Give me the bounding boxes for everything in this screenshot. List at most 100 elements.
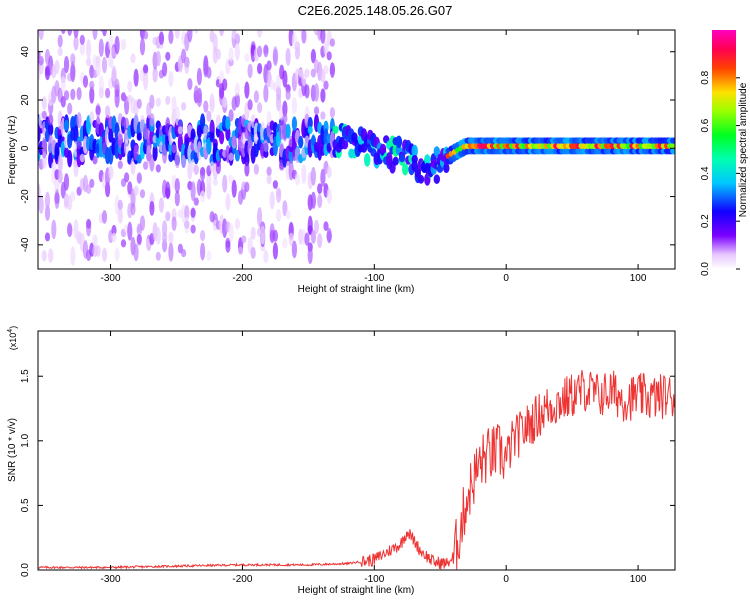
spectrogram-cell (171, 144, 177, 154)
spectrogram-cell (152, 143, 158, 162)
spectrogram-cell (41, 250, 47, 262)
spectrogram-cell (136, 234, 142, 245)
spectrogram-cell (89, 111, 95, 125)
spectrogram-cell (130, 53, 136, 64)
spectrogram-cell (206, 250, 212, 261)
spectrogram-cell (320, 168, 326, 187)
spectrogram-cell (276, 74, 282, 89)
spectrogram-cell (48, 248, 54, 263)
x-tick-label: 100 (630, 273, 647, 284)
spectrogram-cell (174, 106, 180, 126)
spectrogram-cell (120, 239, 127, 248)
colorbar-tick-label: 0.8 (700, 70, 711, 84)
spectrogram-cell (155, 251, 161, 261)
spectrogram-cell (266, 60, 272, 71)
spectrogram-cell (329, 107, 335, 119)
spectrogram-y-label: Frequency (Hz) (7, 116, 18, 185)
spectrogram-cell (63, 90, 70, 101)
spectrogram-cell (263, 139, 269, 153)
x-tick-label: -100 (364, 574, 384, 585)
spectrogram-cell (95, 245, 101, 257)
spectrogram-cell (184, 216, 190, 234)
spectrogram-cell (117, 208, 123, 224)
spectrogram-cell (234, 218, 240, 230)
spectrogram-cell (253, 163, 259, 175)
spectrogram-cell (285, 89, 291, 101)
spectrogram-cell (155, 226, 161, 245)
spectrogram-cell (168, 242, 174, 262)
spectrogram-cell (228, 223, 234, 242)
spectrogram-cell (57, 47, 63, 56)
spectrogram-cell (165, 51, 171, 61)
spectrogram-cell (139, 38, 146, 56)
spectrogram-cell (86, 184, 92, 194)
spectrogram-cell (266, 175, 272, 185)
spectrogram-cell (86, 57, 92, 67)
spectrogram-cell (149, 94, 155, 109)
spectrogram-cell (282, 100, 288, 118)
spectrogram-cell (168, 30, 174, 44)
x-tick-label: -100 (364, 273, 384, 284)
spectrogram-cell (196, 67, 202, 86)
spectrogram-cell (307, 246, 313, 264)
y-tick-label: 40 (20, 46, 31, 58)
spectrogram-cell (73, 30, 79, 39)
snr-y-ticks: 0.0 0.5 1.0 1.5 (20, 369, 675, 577)
spectrogram-cell (155, 50, 161, 67)
spectrogram-cell (95, 60, 101, 77)
spectrogram-cell (60, 96, 66, 108)
spectrogram-cell (165, 95, 171, 105)
spectrogram-cell (92, 155, 98, 165)
spectrogram-cell (158, 197, 164, 213)
spectrogram-cell (190, 207, 196, 218)
spectrogram-cell (228, 47, 234, 62)
x-tick-label: 0 (503, 273, 509, 284)
spectrogram-cell (206, 137, 212, 155)
spectrogram-cell (225, 193, 231, 211)
spectrogram-cell (222, 174, 228, 193)
spectrogram-cell (86, 218, 92, 229)
spectrogram-cell (181, 249, 187, 258)
spectrogram-cell (341, 140, 349, 150)
spectrogram-cell (149, 113, 155, 127)
spectrogram-cell (127, 80, 133, 93)
spectrogram-cell (92, 234, 98, 247)
spectrogram-cell (158, 31, 164, 45)
spectrogram-cell (379, 143, 387, 154)
x-tick-label: -200 (232, 574, 252, 585)
spectrogram-cell (317, 194, 323, 208)
spectrogram-cell (67, 30, 73, 36)
spectrogram-cell (67, 102, 73, 115)
spectrogram-cell (329, 62, 335, 78)
spectrogram-cell (206, 66, 212, 79)
spectrogram-x-ticks: -300 -200 -100 0 100 (101, 30, 647, 284)
spectrogram-cell (130, 202, 136, 216)
spectrogram-cell (234, 82, 240, 97)
spectrogram-cell (92, 30, 98, 40)
spectrogram-cell (44, 204, 51, 221)
spectrogram-cell (392, 156, 399, 166)
spectrogram-cell (105, 181, 111, 198)
spectrogram-cell (101, 210, 108, 224)
spectrogram-cell (238, 246, 244, 255)
spectrogram-cell (317, 233, 323, 249)
colorbar-tick-label: 0.6 (700, 118, 711, 132)
spectrogram-cell (76, 112, 82, 129)
spectrogram-cell (54, 142, 60, 162)
colorbar-tick-label: 0.2 (700, 214, 711, 228)
spectrogram-cell (143, 30, 149, 40)
y-tick-label: 0.5 (20, 498, 31, 512)
x-tick-label: -200 (232, 273, 252, 284)
spectrogram-cell (231, 179, 237, 198)
spectrogram-cell (266, 166, 272, 177)
spectrogram-cell (288, 232, 294, 247)
spectrogram-cell (323, 40, 329, 56)
spectrogram-cell (222, 78, 228, 91)
spectrogram-cell (89, 80, 95, 90)
spectrogram-cell (117, 199, 123, 211)
spectrogram-cell (44, 191, 51, 210)
spectrogram-cell (225, 240, 231, 253)
spectrogram-cell (282, 113, 288, 124)
spectrogram-cell (225, 125, 231, 141)
spectrogram-cell (411, 144, 418, 158)
